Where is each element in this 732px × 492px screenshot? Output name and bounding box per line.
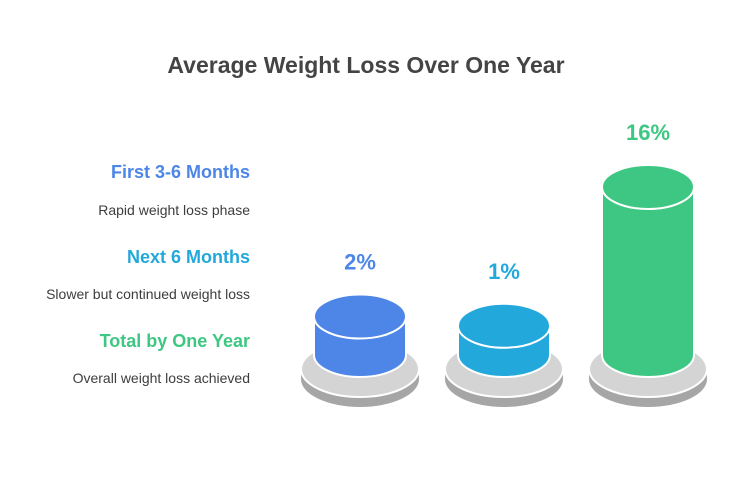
bar-top-next-months	[457, 302, 551, 349]
value-label-total: 16%	[626, 120, 670, 145]
legend-title-first-months: First 3-6 Months	[110, 162, 250, 182]
bar-top-first-months	[313, 293, 407, 340]
bar-next-months	[444, 302, 564, 407]
legend-desc-next-months: Slower but continued weight loss	[46, 286, 250, 302]
legend-title-next-months: Next 6 Months	[126, 247, 250, 267]
legend-title-total: Total by One Year	[99, 331, 250, 351]
bar-top-total	[601, 164, 695, 210]
bar-body-total	[601, 186, 695, 378]
bar-total	[588, 164, 708, 407]
bar-first-months	[300, 293, 420, 407]
value-label-next-months: 1%	[488, 259, 520, 284]
value-label-first-months: 2%	[344, 250, 376, 275]
legend-desc-first-months: Rapid weight loss phase	[98, 202, 250, 218]
chart-title: Average Weight Loss Over One Year	[167, 52, 565, 78]
legend-desc-total: Overall weight loss achieved	[72, 370, 250, 386]
